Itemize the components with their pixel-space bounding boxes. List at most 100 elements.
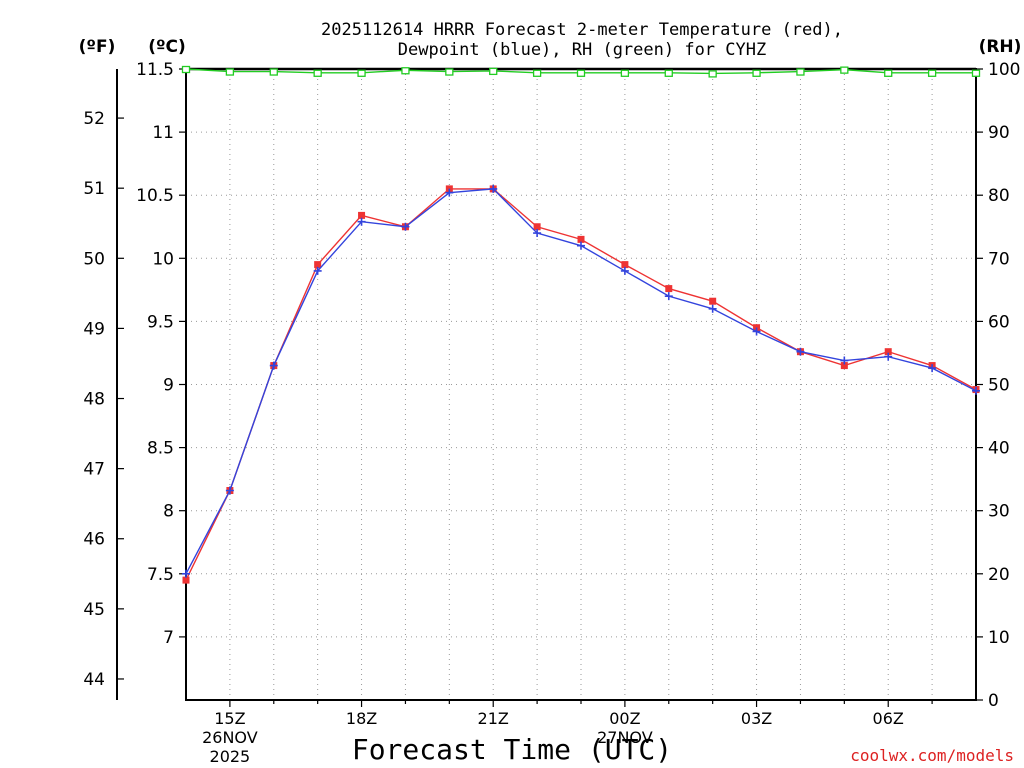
fahrenheit-tick-label: 46 bbox=[83, 530, 105, 550]
temperature-point bbox=[621, 261, 629, 269]
rh-point bbox=[796, 68, 805, 76]
dewpoint-point bbox=[182, 569, 190, 578]
celsius-tick-label: 9.5 bbox=[147, 312, 174, 332]
dewpoint-point bbox=[972, 386, 980, 395]
celsius-tick-label: 10 bbox=[152, 249, 174, 269]
chart-title-line2: Dewpoint (blue), RH (green) for CYHZ bbox=[398, 40, 766, 60]
rh-point bbox=[927, 69, 937, 77]
temperature-point bbox=[358, 211, 366, 219]
rh-point bbox=[971, 69, 981, 77]
temperature-point bbox=[182, 576, 190, 584]
dewpoint-point bbox=[708, 304, 717, 313]
fahrenheit-tick-label: 52 bbox=[83, 109, 105, 129]
fahrenheit-tick-label: 49 bbox=[83, 319, 105, 339]
celsius-tick-label: 8 bbox=[163, 502, 174, 522]
rh-point bbox=[840, 66, 849, 74]
celsius-tick-label: 7.5 bbox=[147, 565, 174, 585]
temperature-point bbox=[665, 285, 673, 293]
rh-point bbox=[401, 67, 410, 75]
celsius-tick-label: 9 bbox=[163, 376, 174, 396]
x-tick-label: 06Z bbox=[873, 709, 904, 728]
celsius-axis-label: (ºC) bbox=[148, 37, 186, 57]
credit-text: coolwx.com/models bbox=[850, 746, 1014, 765]
series-rh bbox=[181, 65, 981, 78]
rh-tick-label: 90 bbox=[988, 123, 1010, 143]
rh-axis-label: (RH) bbox=[979, 37, 1022, 57]
dewpoint-point bbox=[401, 222, 410, 231]
temperature-point bbox=[533, 223, 541, 231]
celsius-tick-label: 7 bbox=[163, 628, 174, 648]
temperature-point bbox=[314, 261, 322, 269]
rh-tick-label: 70 bbox=[988, 249, 1010, 269]
fahrenheit-tick-label: 44 bbox=[83, 670, 105, 690]
dewpoint-point bbox=[313, 266, 322, 275]
dewpoint-point bbox=[577, 241, 585, 250]
celsius-tick-label: 8.5 bbox=[147, 439, 174, 459]
x-tick-label: 15Z bbox=[214, 709, 245, 728]
rh-tick-label: 80 bbox=[988, 186, 1010, 206]
dewpoint-point bbox=[489, 184, 498, 193]
rh-point bbox=[181, 65, 191, 74]
x-tick-label: 03Z bbox=[741, 709, 772, 728]
rh-tick-label: 0 bbox=[988, 691, 999, 711]
rh-tick-label: 30 bbox=[988, 502, 1010, 522]
rh-point bbox=[708, 70, 717, 78]
rh-point bbox=[357, 69, 366, 77]
rh-point bbox=[576, 69, 586, 77]
dewpoint-point bbox=[664, 292, 673, 301]
fahrenheit-axis-label: (ºF) bbox=[79, 37, 116, 57]
rh-point bbox=[489, 67, 498, 76]
dewpoint-point bbox=[752, 327, 761, 336]
x-tick-date-label: 26NOV bbox=[202, 728, 258, 747]
x-tick-label: 21Z bbox=[478, 709, 509, 728]
rh-point bbox=[620, 69, 630, 77]
dewpoint-point bbox=[269, 361, 278, 370]
temperature-point bbox=[709, 297, 717, 305]
fahrenheit-tick-label: 47 bbox=[83, 460, 105, 480]
celsius-tick-label: 11.5 bbox=[136, 60, 174, 80]
chart-title-line1: 2025112614 HRRR Forecast 2-meter Tempera… bbox=[321, 20, 843, 40]
rh-tick-label: 40 bbox=[988, 439, 1010, 459]
celsius-tick-label: 11 bbox=[152, 123, 174, 143]
rh-point bbox=[225, 68, 235, 76]
x-tick-label: 00Z bbox=[609, 709, 640, 728]
rh-tick-label: 100 bbox=[988, 60, 1020, 80]
fahrenheit-tick-label: 48 bbox=[83, 390, 105, 410]
x-tick-date-label: 2025 bbox=[210, 747, 251, 766]
rh-tick-label: 50 bbox=[988, 376, 1010, 396]
series-dewpoint bbox=[182, 184, 980, 578]
dewpoint-point bbox=[884, 352, 893, 361]
rh-point bbox=[313, 69, 322, 77]
rh-point bbox=[752, 69, 761, 77]
rh-tick-label: 60 bbox=[988, 312, 1010, 332]
rh-point bbox=[884, 69, 893, 77]
dewpoint-point bbox=[357, 217, 366, 226]
temperature-point bbox=[577, 235, 585, 243]
series-layer bbox=[181, 65, 981, 584]
x-tick-date-label: 27NOV bbox=[597, 728, 653, 747]
fahrenheit-tick-label: 45 bbox=[83, 600, 105, 620]
rh-point bbox=[445, 68, 454, 76]
grid-layer bbox=[186, 69, 976, 700]
dewpoint-point bbox=[796, 347, 805, 356]
dewpoint-point bbox=[445, 188, 454, 197]
dewpoint-point bbox=[225, 486, 234, 495]
rh-point bbox=[269, 68, 278, 76]
x-axis-title: Forecast Time (UTC) bbox=[352, 733, 672, 766]
ticks-layer: 7 7.5 8 8.5 9 9.5 10 10.5 11 11.5 44 45 46 47 48 49 50 51… bbox=[83, 60, 1020, 766]
dewpoint-point bbox=[840, 356, 849, 365]
rh-point bbox=[532, 69, 542, 77]
rh-tick-label: 20 bbox=[988, 565, 1010, 585]
temperature-point bbox=[884, 348, 892, 356]
rh-tick-label: 10 bbox=[988, 628, 1010, 648]
x-tick-label: 18Z bbox=[346, 709, 377, 728]
fahrenheit-tick-label: 51 bbox=[83, 179, 105, 199]
dewpoint-point bbox=[533, 229, 542, 238]
dewpoint-point bbox=[928, 364, 937, 373]
rh-point bbox=[664, 69, 673, 77]
dewpoint-point bbox=[620, 266, 629, 275]
celsius-tick-label: 10.5 bbox=[136, 186, 174, 206]
fahrenheit-tick-label: 50 bbox=[83, 249, 105, 269]
temperature-point bbox=[840, 362, 848, 370]
